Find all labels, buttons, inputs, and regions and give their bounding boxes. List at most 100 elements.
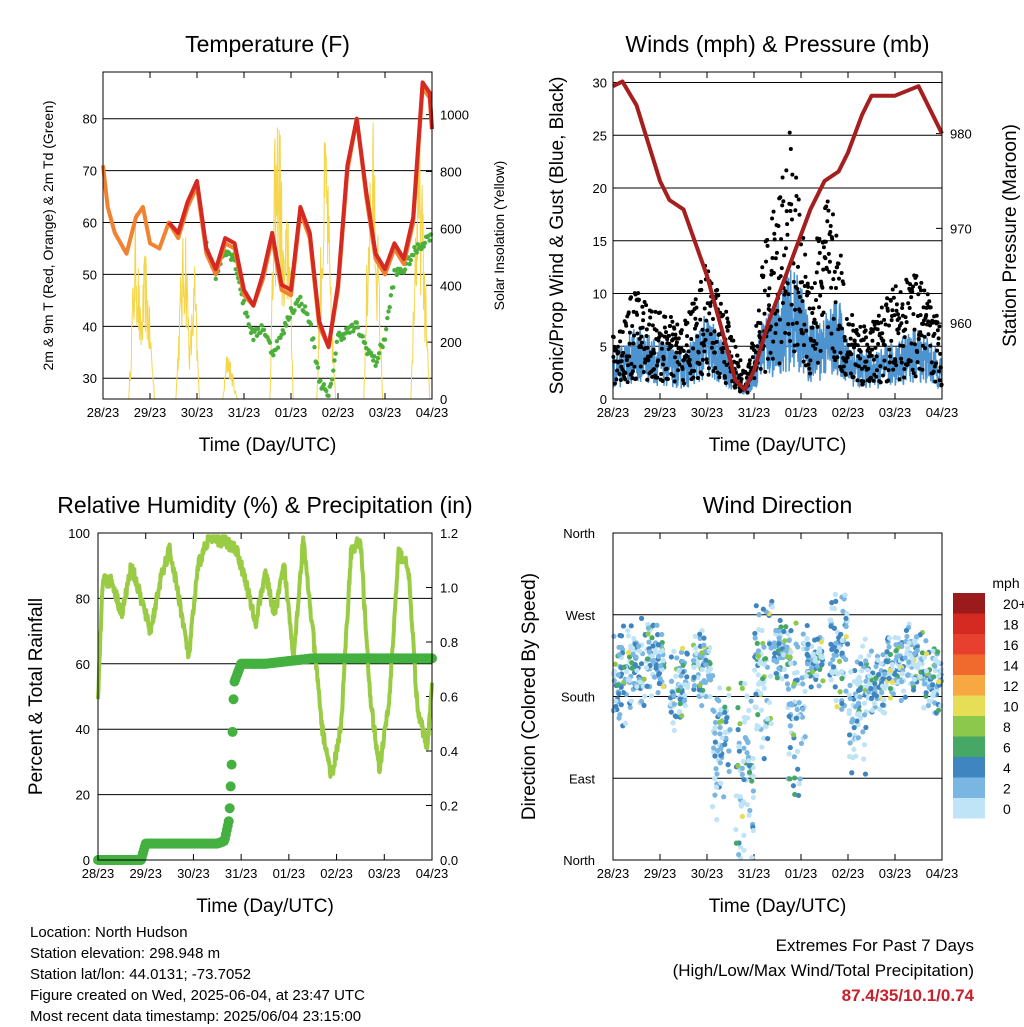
direction-point xyxy=(701,677,707,684)
gust-point xyxy=(771,209,776,214)
gust-point xyxy=(833,300,838,305)
gust-point xyxy=(880,373,885,378)
direction-point xyxy=(831,625,837,631)
direction-point xyxy=(765,735,771,742)
y2-axis-label: Solar Insolation (Yellow) xyxy=(491,161,507,311)
direction-point xyxy=(726,768,732,775)
dewpoint-point xyxy=(227,251,233,257)
gust-point xyxy=(882,343,887,348)
direction-point xyxy=(833,598,839,604)
gust-point xyxy=(855,343,860,348)
direction-point xyxy=(797,776,803,782)
gust-point xyxy=(682,381,687,386)
direction-point xyxy=(634,667,640,674)
gust-point xyxy=(627,341,632,346)
direction-point xyxy=(646,649,652,655)
direction-point xyxy=(741,847,747,853)
gust-point xyxy=(712,350,717,355)
direction-point xyxy=(794,706,800,713)
y-tick-label: 30 xyxy=(83,371,97,386)
direction-point xyxy=(721,794,727,800)
gust-point xyxy=(789,217,794,222)
direction-point xyxy=(833,697,839,704)
gust-point xyxy=(888,298,893,303)
direction-point xyxy=(902,655,908,661)
direction-point xyxy=(904,650,910,656)
gust-point xyxy=(707,311,712,316)
gust-point xyxy=(638,364,643,369)
direction-point xyxy=(670,720,676,726)
gust-point xyxy=(670,319,675,324)
y2-tick-label: 960 xyxy=(950,316,972,331)
direction-point xyxy=(828,641,834,647)
gust-point xyxy=(735,353,740,358)
dewpoint-point xyxy=(241,298,247,304)
direction-point xyxy=(691,674,697,680)
direction-point xyxy=(858,654,864,660)
gust-point xyxy=(864,335,869,340)
gust-point xyxy=(923,346,928,351)
direction-point xyxy=(630,645,636,651)
gust-point xyxy=(693,297,698,302)
gust-point xyxy=(701,343,706,348)
gust-point xyxy=(825,199,830,204)
direction-point xyxy=(656,680,662,687)
direction-point xyxy=(766,699,773,706)
gust-point xyxy=(755,344,760,349)
chart-panel-4: Wind Direction 28/23 29/23 30/23 31/23 01/23 0… xyxy=(519,492,1024,917)
direction-point xyxy=(880,652,886,658)
gust-point xyxy=(729,334,734,339)
dewpoint-point xyxy=(422,240,428,246)
gust-point xyxy=(625,380,630,385)
legend-swatch xyxy=(953,654,985,675)
gust-point xyxy=(933,361,938,366)
gust-point xyxy=(654,363,659,368)
gust-point xyxy=(641,370,646,375)
direction-point xyxy=(760,676,766,682)
x-tick-label: 30/23 xyxy=(181,405,214,420)
direction-point xyxy=(930,648,936,654)
gust-point xyxy=(650,323,655,328)
x-tick-label: 31/23 xyxy=(225,866,258,881)
direction-point xyxy=(756,612,762,618)
direction-point xyxy=(659,640,665,646)
direction-point xyxy=(769,604,775,610)
gust-point xyxy=(763,369,768,374)
direction-point xyxy=(722,709,728,715)
direction-point xyxy=(712,792,718,798)
gust-point xyxy=(841,281,846,286)
gust-point xyxy=(733,385,738,390)
gust-point xyxy=(878,380,883,385)
direction-point xyxy=(899,679,905,685)
direction-point xyxy=(710,673,716,679)
direction-point xyxy=(796,699,802,706)
direction-point xyxy=(931,674,937,680)
y2-tick-label: 400 xyxy=(440,278,462,293)
chart-panel-3: Relative Humidity (%) & Precipitation (i… xyxy=(26,492,473,917)
y2-tick-label: 0.8 xyxy=(440,635,458,650)
precip-point xyxy=(224,803,235,814)
gust-point xyxy=(901,344,906,349)
gust-point xyxy=(685,354,690,359)
direction-point xyxy=(624,669,630,675)
gust-point xyxy=(922,288,927,293)
gust-point xyxy=(694,305,699,310)
gust-point xyxy=(765,356,770,361)
gust-point xyxy=(640,325,645,330)
gust-point xyxy=(659,333,664,338)
direction-point xyxy=(857,687,863,693)
legend-swatch xyxy=(953,675,985,696)
x-tick-label: 28/23 xyxy=(597,405,630,420)
direction-point xyxy=(649,653,655,659)
gust-point xyxy=(831,277,836,282)
gust-point xyxy=(627,354,632,359)
gust-point xyxy=(720,350,725,355)
chart-panel-2: Winds (mph) & Pressure (mb) 28/23 29/23 30/… xyxy=(547,31,1021,456)
direction-point xyxy=(681,697,688,704)
gust-point xyxy=(810,325,815,330)
gust-point xyxy=(893,284,898,289)
dewpoint-point xyxy=(292,308,297,313)
gust-point xyxy=(862,364,867,369)
direction-point xyxy=(791,660,798,666)
direction-point xyxy=(890,691,896,697)
